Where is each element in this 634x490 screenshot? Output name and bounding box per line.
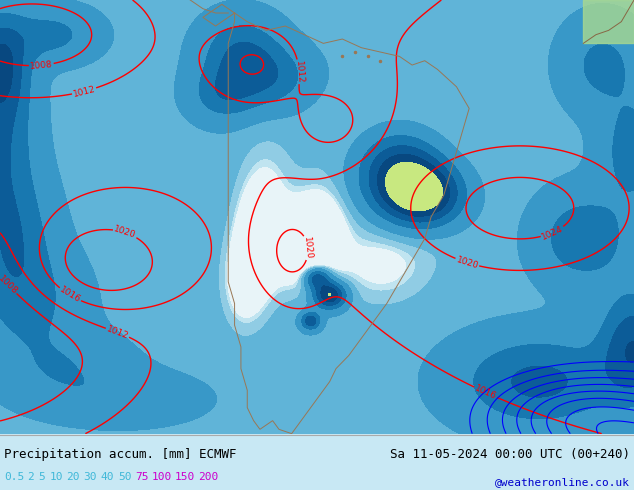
Text: 1016: 1016 — [58, 285, 82, 305]
Text: 40: 40 — [101, 472, 114, 482]
Text: 1012: 1012 — [72, 84, 96, 98]
Text: 1020: 1020 — [455, 255, 479, 270]
Text: 30: 30 — [84, 472, 97, 482]
Text: @weatheronline.co.uk: @weatheronline.co.uk — [495, 477, 630, 487]
Text: 5: 5 — [38, 472, 45, 482]
Text: 1020: 1020 — [302, 236, 313, 260]
Text: 75: 75 — [135, 472, 148, 482]
Text: 1020: 1020 — [113, 225, 138, 241]
Text: 50: 50 — [118, 472, 131, 482]
Text: 1012: 1012 — [105, 324, 130, 341]
Text: 100: 100 — [152, 472, 172, 482]
Text: 1012: 1012 — [294, 60, 304, 83]
Text: 200: 200 — [198, 472, 218, 482]
Text: 0.5: 0.5 — [4, 472, 24, 482]
Text: 1008: 1008 — [29, 60, 53, 71]
Text: 1024: 1024 — [540, 224, 565, 242]
Text: 1008: 1008 — [0, 273, 19, 296]
Text: 2: 2 — [27, 472, 34, 482]
Text: 20: 20 — [67, 472, 80, 482]
Text: 10: 10 — [49, 472, 63, 482]
Text: Sa 11-05-2024 00:00 UTC (00+240): Sa 11-05-2024 00:00 UTC (00+240) — [390, 448, 630, 461]
Text: 150: 150 — [175, 472, 195, 482]
Text: 1016: 1016 — [473, 384, 498, 401]
Text: Precipitation accum. [mm] ECMWF: Precipitation accum. [mm] ECMWF — [4, 448, 236, 461]
